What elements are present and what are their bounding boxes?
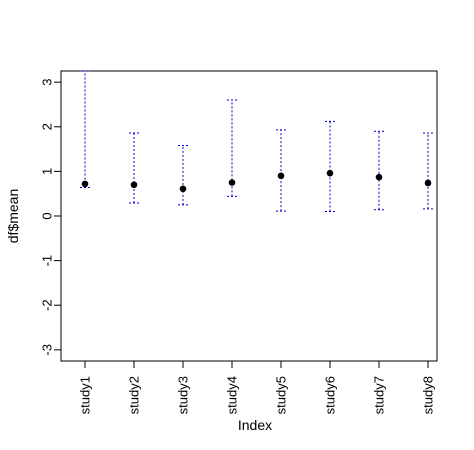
y-tick-label: 2 — [40, 123, 55, 130]
x-axis: study1 study2 study3 study4 study5 study6 stud… — [78, 360, 436, 414]
data-point — [375, 173, 383, 181]
y-tick-label: -1 — [40, 255, 55, 267]
data-point — [228, 179, 236, 186]
x-tick-label: study7 — [372, 376, 387, 414]
x-tick-label: study6 — [323, 376, 338, 414]
x-tick-label: study5 — [274, 376, 289, 414]
plot-frame — [60, 70, 438, 362]
y-tick-label: -2 — [40, 299, 55, 311]
y-axis: -3 -2 -1 0 1 2 3 — [40, 79, 62, 356]
data-point — [179, 185, 187, 193]
x-tick-label: study4 — [225, 376, 240, 414]
data-point — [424, 179, 432, 187]
data-point — [81, 180, 89, 188]
x-axis-label: Index — [238, 417, 272, 433]
data-point — [277, 172, 285, 180]
data-point — [326, 169, 334, 177]
y-tick-label: -3 — [40, 344, 55, 356]
x-tick-label: study1 — [78, 376, 93, 414]
data-point — [130, 181, 138, 189]
y-tick-label: 1 — [40, 168, 55, 175]
x-tick-label: study8 — [421, 376, 436, 414]
data-marks — [80, 70, 433, 213]
y-axis-label: df$mean — [5, 189, 21, 243]
x-tick-label: study3 — [176, 376, 191, 414]
y-tick-label: 3 — [40, 79, 55, 86]
x-tick-label: study2 — [127, 376, 142, 414]
y-tick-label: 0 — [40, 212, 55, 219]
